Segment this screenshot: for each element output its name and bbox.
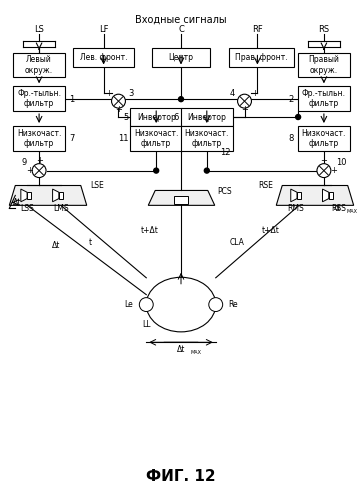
Text: 12: 12 xyxy=(220,148,230,157)
Text: Низкочаст.
фильтр: Низкочаст. фильтр xyxy=(185,128,229,148)
Bar xyxy=(298,126,350,151)
Bar xyxy=(130,108,182,126)
Text: RSE: RSE xyxy=(258,181,273,190)
Text: 6: 6 xyxy=(174,112,179,122)
Text: t+Δt: t+Δt xyxy=(261,226,279,234)
Text: 7: 7 xyxy=(69,134,74,143)
Text: +: + xyxy=(241,104,248,114)
Text: LSE: LSE xyxy=(91,181,105,190)
Text: RSS: RSS xyxy=(331,204,346,213)
Bar xyxy=(152,48,210,68)
Text: Входные сигналы: Входные сигналы xyxy=(135,15,227,25)
Text: 8: 8 xyxy=(289,134,294,143)
Text: LSS: LSS xyxy=(20,204,34,213)
Text: C: C xyxy=(178,25,184,34)
Text: +: + xyxy=(36,156,42,165)
Text: RF: RF xyxy=(252,25,263,34)
Bar xyxy=(59,192,63,198)
Text: Le: Le xyxy=(125,300,133,309)
Text: LF: LF xyxy=(99,25,108,34)
Text: Прав. фронт.: Прав. фронт. xyxy=(235,53,288,62)
Text: 9: 9 xyxy=(22,158,27,167)
Bar xyxy=(73,48,134,68)
Text: 11: 11 xyxy=(118,134,129,143)
Bar xyxy=(298,86,350,111)
Circle shape xyxy=(317,164,331,177)
Circle shape xyxy=(209,298,223,312)
Text: 2: 2 xyxy=(289,94,294,104)
Text: PCS: PCS xyxy=(218,187,232,196)
Bar xyxy=(13,126,65,151)
Text: +: + xyxy=(115,104,122,114)
Text: Низкочаст.
фильтр: Низкочаст. фильтр xyxy=(134,128,178,148)
Circle shape xyxy=(32,164,46,177)
Circle shape xyxy=(237,94,252,108)
Text: Δt: Δt xyxy=(177,344,185,354)
Polygon shape xyxy=(276,186,354,206)
Bar xyxy=(297,192,301,198)
Text: LL: LL xyxy=(142,320,151,329)
Polygon shape xyxy=(9,186,87,206)
Text: 5: 5 xyxy=(123,112,129,122)
Bar xyxy=(329,192,333,198)
Text: +: + xyxy=(330,166,337,175)
Text: RS: RS xyxy=(318,25,330,34)
Ellipse shape xyxy=(146,278,216,332)
Text: Δt: Δt xyxy=(334,206,341,212)
Circle shape xyxy=(179,96,183,102)
Text: +: + xyxy=(251,88,258,98)
Text: RMS: RMS xyxy=(288,204,305,213)
Text: LS: LS xyxy=(34,25,44,34)
Text: Лев. фронт.: Лев. фронт. xyxy=(80,53,127,62)
Bar xyxy=(174,196,188,204)
Text: +: + xyxy=(321,156,327,165)
Bar xyxy=(298,52,350,78)
Text: Инвертор: Инвертор xyxy=(137,112,176,122)
Text: 4: 4 xyxy=(229,88,234,98)
Text: MAX: MAX xyxy=(347,209,358,214)
Bar xyxy=(13,52,65,78)
Text: +: + xyxy=(105,88,112,98)
Polygon shape xyxy=(53,189,59,202)
Text: Δt: Δt xyxy=(13,198,22,207)
Polygon shape xyxy=(148,190,215,206)
Text: 3: 3 xyxy=(129,88,134,98)
Text: Низкочаст.
фильтр: Низкочаст. фильтр xyxy=(17,128,61,148)
Bar xyxy=(13,86,65,111)
Text: t+Δt: t+Δt xyxy=(140,226,158,234)
Text: Центр: Центр xyxy=(168,53,193,62)
Circle shape xyxy=(154,168,159,173)
Text: t: t xyxy=(89,238,92,246)
Bar xyxy=(27,192,31,198)
Polygon shape xyxy=(21,189,27,202)
Bar xyxy=(229,48,294,68)
Text: Фр.-тыльн.
фильтр: Фр.-тыльн. фильтр xyxy=(17,89,61,108)
Text: CLA: CLA xyxy=(230,238,245,246)
Text: 1: 1 xyxy=(69,94,74,104)
Text: 10: 10 xyxy=(336,158,346,167)
Circle shape xyxy=(111,94,126,108)
Polygon shape xyxy=(322,189,329,202)
Text: +: + xyxy=(26,166,33,175)
Text: Правый
окруж.: Правый окруж. xyxy=(309,55,339,74)
Text: ФИГ. 12: ФИГ. 12 xyxy=(146,469,216,484)
Text: Низкочаст.
фильтр: Низкочаст. фильтр xyxy=(302,128,346,148)
Text: Δt: Δt xyxy=(52,240,60,250)
Bar xyxy=(130,126,182,151)
Circle shape xyxy=(139,298,153,312)
Text: Фр.-тыльн.
фильтр: Фр.-тыльн. фильтр xyxy=(302,89,346,108)
Polygon shape xyxy=(291,189,297,202)
Text: Левый
окруж.: Левый окруж. xyxy=(25,55,53,74)
Text: LMS: LMS xyxy=(53,204,69,213)
Bar xyxy=(181,126,233,151)
Text: Инвертор: Инвертор xyxy=(187,112,226,122)
Bar xyxy=(181,108,233,126)
Text: Re: Re xyxy=(229,300,238,309)
Circle shape xyxy=(204,168,209,173)
Text: MAX: MAX xyxy=(191,350,202,354)
Circle shape xyxy=(295,114,301,119)
